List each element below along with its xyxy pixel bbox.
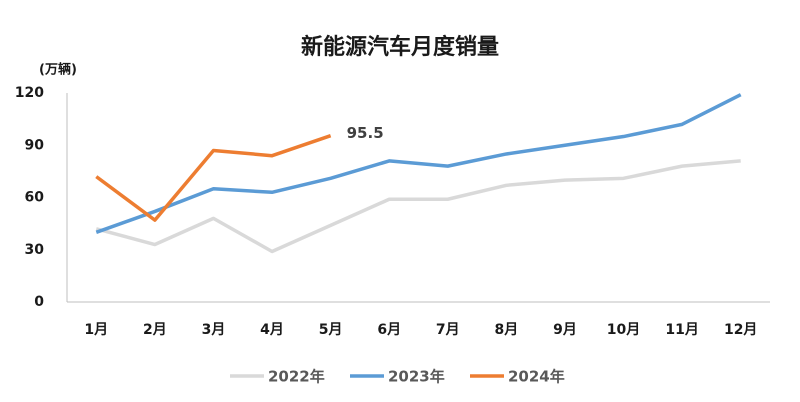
x-tick-label: 4月 xyxy=(260,322,284,338)
x-tick-label: 1月 xyxy=(84,322,108,338)
data-label: 95.5 xyxy=(347,124,384,142)
x-tick-label: 11月 xyxy=(665,322,698,338)
series-line xyxy=(95,159,741,254)
series-line xyxy=(95,93,742,234)
legend-label: 2024年 xyxy=(508,368,565,386)
y-tick-label: 30 xyxy=(25,242,45,258)
y-tick-label: 120 xyxy=(15,85,44,101)
y-tick-label: 90 xyxy=(25,137,45,153)
x-tick-label: 6月 xyxy=(377,322,401,338)
legend-label: 2022年 xyxy=(268,368,325,386)
x-tick-label: 2月 xyxy=(143,322,167,338)
x-tick-label: 7月 xyxy=(436,322,460,338)
x-tick-label: 8月 xyxy=(495,322,519,338)
y-tick-label: 0 xyxy=(34,294,44,310)
y-tick-label: 60 xyxy=(25,190,45,206)
y-axis-label: (万辆) xyxy=(39,62,77,78)
legend-label: 2023年 xyxy=(388,368,445,386)
x-tick-label: 9月 xyxy=(553,322,577,338)
chart-title: 新能源汽车月度销量 xyxy=(301,34,499,60)
x-tick-label: 3月 xyxy=(202,322,226,338)
x-tick-label: 10月 xyxy=(607,322,640,338)
series-line xyxy=(95,134,332,222)
x-tick-label: 12月 xyxy=(724,322,757,338)
x-tick-label: 5月 xyxy=(319,322,343,338)
